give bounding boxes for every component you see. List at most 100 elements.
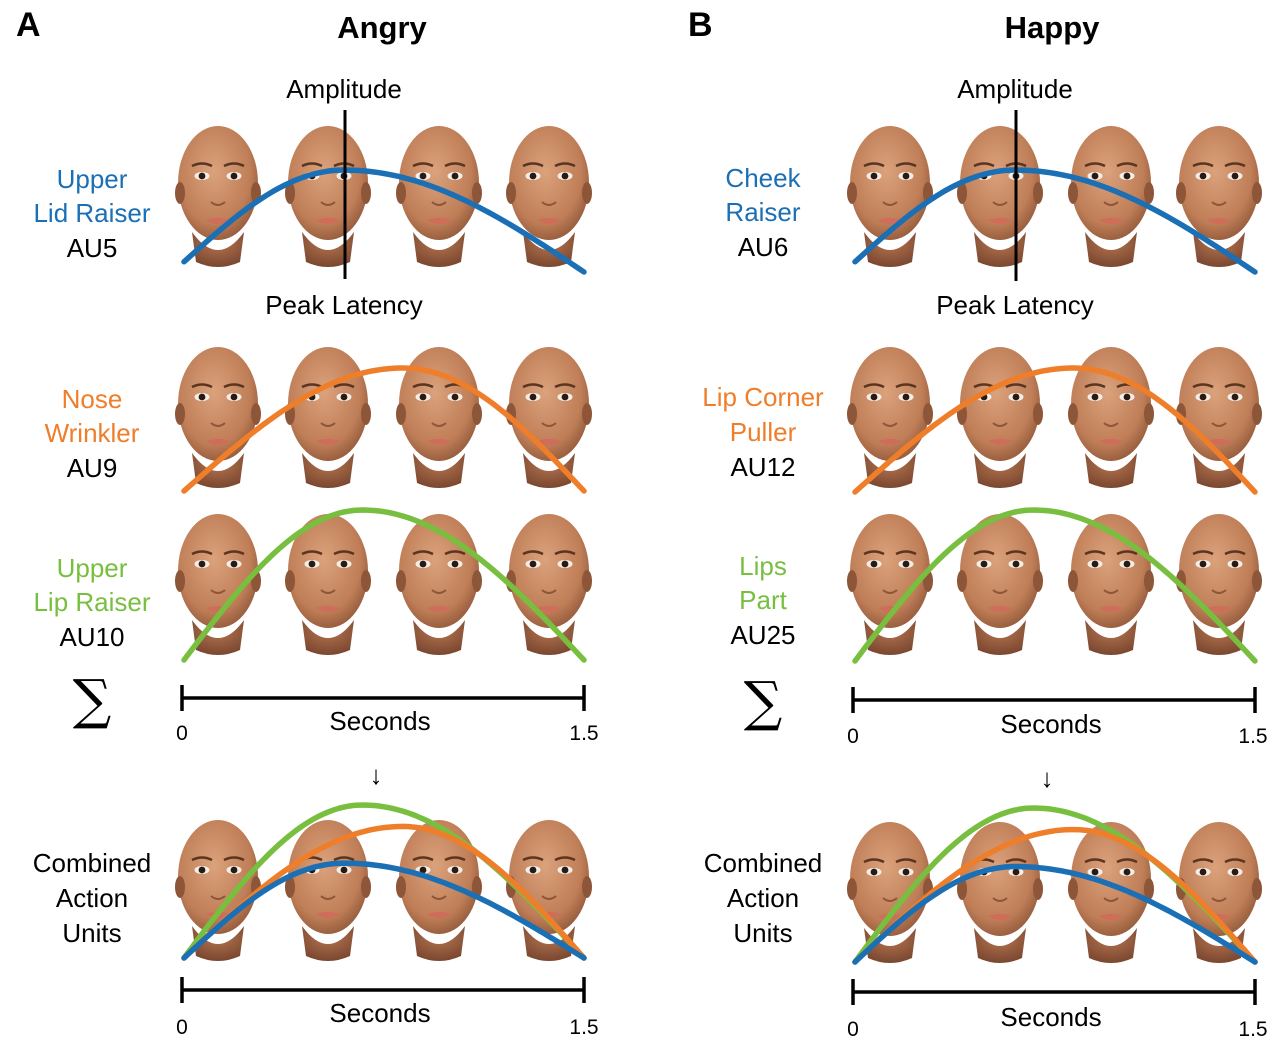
ear (582, 182, 592, 204)
au-name-line1: Lips (739, 551, 787, 581)
ear (1252, 403, 1262, 425)
brow (301, 162, 323, 168)
ear (1033, 182, 1043, 204)
sum-symbol: ∑ (744, 670, 783, 733)
mouth (988, 914, 1012, 920)
seconds-label: Seconds (1000, 1002, 1101, 1032)
neck (413, 232, 465, 267)
mouth (427, 218, 451, 224)
pupil (1012, 868, 1020, 876)
peak-latency-label: Peak Latency (265, 290, 423, 320)
ear (1033, 570, 1043, 592)
pupil (529, 560, 537, 568)
brow (1192, 162, 1214, 168)
neck (1193, 453, 1245, 488)
neck (1085, 928, 1137, 963)
ear (1252, 182, 1262, 204)
neck (974, 232, 1026, 267)
pupil (230, 172, 238, 180)
down-arrow: ↓ (370, 760, 383, 790)
neck (192, 453, 244, 488)
brow (1084, 858, 1106, 864)
nose (320, 895, 336, 900)
axes-layer (180, 685, 1257, 1005)
nose (541, 422, 557, 427)
mouth (1099, 439, 1123, 445)
panel-a: A Angry Upper Lid Raiser AU5 Nose Wrinkl… (16, 6, 599, 1039)
face (396, 820, 482, 961)
mouth (988, 218, 1012, 224)
face (847, 126, 933, 267)
pupil (529, 393, 537, 401)
head (1179, 822, 1259, 936)
au-name-line2: Lip Raiser (33, 587, 150, 617)
pupil (419, 393, 427, 401)
ear (175, 570, 185, 592)
ear (1252, 878, 1262, 900)
brow (412, 550, 434, 556)
head (288, 514, 368, 628)
mouth (316, 606, 340, 612)
neck (864, 620, 916, 655)
head (960, 822, 1040, 936)
nose (992, 201, 1008, 206)
ear (251, 403, 261, 425)
nose (992, 422, 1008, 427)
head (850, 514, 930, 628)
face (175, 347, 261, 488)
neck (864, 453, 916, 488)
ear (923, 403, 933, 425)
pupil (198, 172, 206, 180)
pupil (1091, 560, 1099, 568)
brow (1116, 858, 1138, 864)
nose (882, 897, 898, 902)
ear (175, 403, 185, 425)
axis-max-label: 1.5 (1238, 1018, 1267, 1041)
brow (895, 858, 917, 864)
neck (523, 620, 575, 655)
pupil (1199, 172, 1207, 180)
curves-layer (181, 110, 1258, 965)
mouth (878, 439, 902, 445)
pupil (870, 393, 878, 401)
head (1071, 126, 1151, 240)
nose (431, 589, 447, 594)
combined-line1: Combined (704, 848, 823, 878)
pupil (1199, 560, 1207, 568)
ear (1176, 182, 1186, 204)
mouth (1099, 218, 1123, 224)
mouth (537, 606, 561, 612)
nose (992, 897, 1008, 902)
brow (554, 550, 576, 556)
face (847, 514, 933, 655)
pupil (902, 172, 910, 180)
neck (974, 453, 1026, 488)
axis-min-label: 0 (847, 725, 859, 748)
face (285, 347, 371, 488)
brow (522, 856, 544, 862)
head (960, 514, 1040, 628)
nose (431, 895, 447, 900)
pupil (230, 393, 238, 401)
pupil (451, 866, 459, 874)
brow (1116, 162, 1138, 168)
brow (895, 383, 917, 389)
nose (320, 201, 336, 206)
brow (412, 162, 434, 168)
head (509, 820, 589, 934)
head (288, 126, 368, 240)
ear (361, 876, 371, 898)
brow (444, 162, 466, 168)
head (850, 347, 930, 461)
ear (1068, 878, 1078, 900)
pupil (419, 560, 427, 568)
combined-curve-blue (852, 863, 1258, 965)
ear (957, 182, 967, 204)
brow (333, 856, 355, 862)
neck (302, 620, 354, 655)
au-name-line1: Upper (57, 553, 128, 583)
brow (1224, 550, 1246, 556)
au-code: AU6 (738, 232, 789, 262)
ear (285, 570, 295, 592)
pupil (1199, 393, 1207, 401)
